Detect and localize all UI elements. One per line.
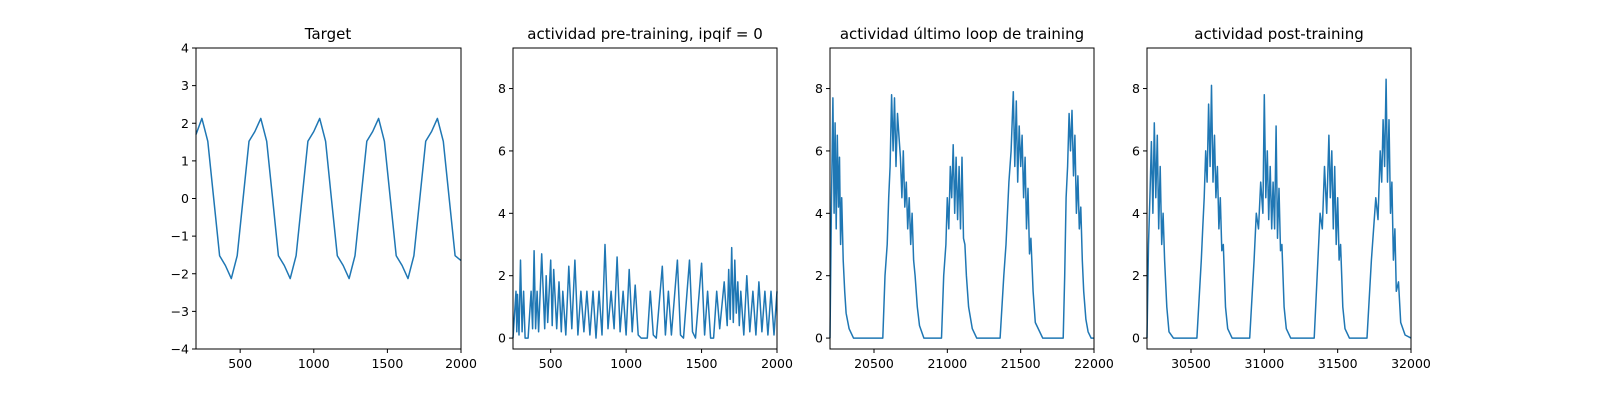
panel-training-loop: actividad último loop de training 20500 2… — [815, 25, 1114, 371]
y-tick-label: 0 — [498, 331, 506, 346]
x-tick-label: 500 — [539, 356, 563, 371]
panel-pre-training: actividad pre-training, ipqif = 0 500 100… — [498, 25, 793, 371]
y-tick-label: 4 — [498, 206, 506, 221]
panel-title: actividad post-training — [1194, 25, 1363, 43]
y-tick-label: 2 — [181, 116, 189, 131]
y-tick-label: 3 — [181, 78, 189, 93]
y-tick-label: 0 — [1132, 331, 1140, 346]
plot-area-pre-training: 500 1000 1500 2000 0 2 4 6 8 — [498, 47, 793, 371]
series-line — [829, 90, 1094, 339]
x-tick-label: 31500 — [1318, 356, 1358, 371]
x-tick-label: 21000 — [927, 356, 967, 371]
x-tick-label: 1500 — [686, 356, 718, 371]
y-tick-label: 4 — [1132, 206, 1140, 221]
y-tick-label: 8 — [498, 81, 506, 96]
y-tick-label: 8 — [815, 81, 823, 96]
x-tick-label: 1000 — [298, 356, 330, 371]
series-line — [1146, 78, 1412, 339]
x-tick-label: 1500 — [371, 356, 403, 371]
panel-title: actividad último loop de training — [840, 25, 1084, 43]
panel-title: actividad pre-training, ipqif = 0 — [527, 25, 763, 43]
y-tick-label: −1 — [171, 229, 189, 244]
y-tick-label: 0 — [181, 191, 189, 206]
plot-area-target: 500 1000 1500 2000 −4 −3 −2 −1 0 1 2 3 4 — [171, 41, 477, 372]
plot-area-post-training: 30500 31000 31500 32000 0 2 4 6 8 — [1132, 47, 1431, 371]
x-tick-label: 2000 — [445, 356, 477, 371]
panel-target: Target 500 1000 1500 2000 −4 −3 −2 −1 0 1 2 3 4 — [171, 25, 477, 371]
y-tick-label: −2 — [171, 266, 189, 281]
x-tick-label: 32000 — [1391, 356, 1431, 371]
y-tick-label: −3 — [171, 304, 189, 319]
y-tick-label: 8 — [1132, 81, 1140, 96]
axes-frame — [512, 47, 778, 350]
y-tick-label: 1 — [181, 153, 189, 168]
y-tick-label: 2 — [1132, 268, 1140, 283]
y-tick-label: 6 — [1132, 143, 1140, 158]
axes-frame — [1146, 47, 1412, 350]
y-tick-label: 6 — [498, 143, 506, 158]
y-tick-label: 4 — [181, 41, 189, 56]
x-tick-label: 30500 — [1171, 356, 1211, 371]
y-tick-label: −4 — [171, 342, 189, 357]
y-tick-label: 0 — [815, 331, 823, 346]
x-tick-label: 1000 — [610, 356, 642, 371]
panel-post-training: actividad post-training 30500 31000 31500 3… — [1132, 25, 1431, 371]
x-tick-label: 2000 — [761, 356, 793, 371]
y-tick-label: 2 — [498, 268, 506, 283]
x-tick-label: 31000 — [1244, 356, 1284, 371]
panel-title: Target — [304, 25, 352, 43]
y-tick-label: 6 — [815, 143, 823, 158]
series-line — [512, 243, 778, 339]
axes-frame — [829, 47, 1095, 350]
series-line — [195, 117, 462, 280]
x-tick-label: 21500 — [1001, 356, 1041, 371]
y-tick-label: 2 — [815, 268, 823, 283]
y-tick-label: 4 — [815, 206, 823, 221]
x-tick-label: 20500 — [854, 356, 894, 371]
x-tick-label: 500 — [228, 356, 252, 371]
x-tick-label: 22000 — [1074, 356, 1114, 371]
plot-area-training-loop: 20500 21000 21500 22000 0 2 4 6 8 — [815, 47, 1114, 371]
